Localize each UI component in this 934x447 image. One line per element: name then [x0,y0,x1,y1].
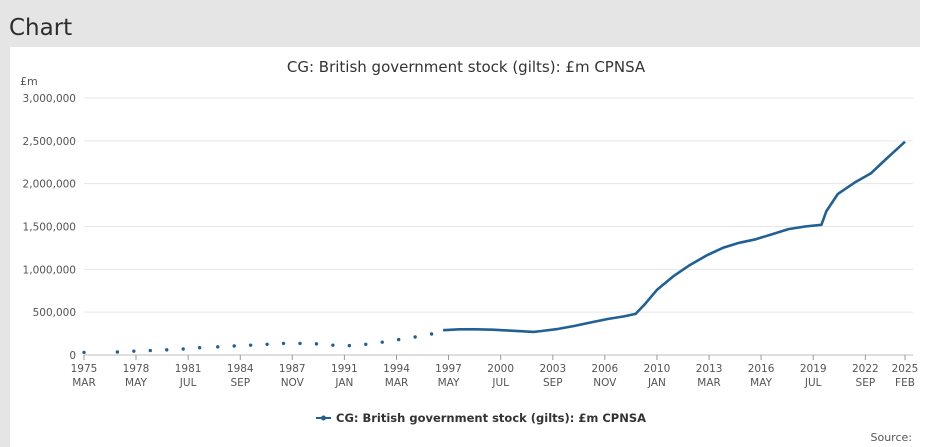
x-tick-year-label: 2006 [591,363,618,375]
x-tick-year-label: 1975 [71,363,98,375]
left-gutter [0,47,10,447]
data-point [281,341,286,346]
data-point [248,343,253,347]
series-layer [82,140,906,355]
x-tick-month-label: FEB [895,377,915,389]
data-point [347,343,352,348]
y-tick-label: 0 [69,350,76,362]
legend-swatch-marker [321,415,326,421]
y-tick-label: 3,000,000 [23,93,76,105]
x-tick-month-label: MAY [125,377,147,389]
chart-title: CG: British government stock (gilts): £m… [287,58,646,76]
data-point [314,342,319,346]
data-point [165,348,169,352]
data-point [298,341,302,346]
x-tick-month-label: MAR [385,377,409,389]
header-band [0,0,920,47]
data-point [331,343,335,347]
x-tick-year-label: 1984 [227,363,254,375]
x-tick-year-label: 2000 [487,363,514,375]
x-tick-month-label: NOV [281,377,305,389]
x-tick-month-label: SEP [856,377,876,389]
page-heading: Chart [9,15,73,41]
data-point [429,332,434,336]
x-tick-month-label: JAN [334,377,353,389]
data-point [181,347,185,351]
x-tick-month-label: SEP [230,377,250,389]
x-tick-year-label: 2013 [696,363,723,375]
gridlines [84,97,913,356]
x-tick-month-label: MAY [750,377,772,389]
x-tick-month-label: JAN [647,377,666,389]
data-point [413,335,417,339]
legend-label: CG: British government stock (gilts): £m… [336,411,646,425]
data-point [216,345,220,349]
x-tick-month-label: SEP [543,377,563,389]
y-tick-label: 2,500,000 [23,136,76,148]
x-tick-year-label: 2016 [748,363,775,375]
data-point [380,340,384,344]
y-tick-label: 500,000 [33,307,76,319]
x-tick-month-label: NOV [593,377,617,389]
chart-panel: CG: British government stock (gilts): £m… [10,47,920,447]
data-point [148,348,152,353]
x-tick-year-label: 1978 [123,363,150,375]
x-tick-year-label: 2010 [644,363,671,375]
x-tick-year-label: 1991 [331,363,358,375]
y-tick-label: 2,000,000 [23,179,76,191]
data-point [396,337,401,342]
x-tick-month-label: MAR [697,377,721,389]
legend[interactable]: CG: British government stock (gilts): £m… [316,411,646,425]
y-axis-unit: £m [20,75,38,88]
x-axis: 1975 MAR 1978 MAY 1981 JUL 1984 SEP 1987 NOV 1991 J… [71,355,919,389]
x-tick-year-label: 2025 [892,363,919,375]
y-tick-label: 1,500,000 [23,222,76,234]
x-tick-year-label: 1987 [279,363,306,375]
x-tick-year-label: 2019 [800,363,827,375]
source-label: Source: [870,431,913,444]
data-point [132,349,136,353]
x-tick-year-label: 1981 [175,363,202,375]
x-tick-year-label: 2022 [852,363,879,375]
data-point [232,344,236,348]
x-tick-month-label: JUL [179,377,197,389]
x-tick-year-label: 1994 [383,363,410,375]
data-point [364,342,368,346]
data-point [115,350,120,354]
data-point [197,346,202,350]
data-point [265,342,269,346]
data-point [82,350,86,355]
series-line [443,140,906,334]
x-tick-month-label: MAY [438,377,460,389]
x-tick-month-label: JUL [491,377,509,389]
x-tick-year-label: 1997 [435,363,462,375]
x-tick-month-label: MAR [72,377,96,389]
x-tick-year-label: 2003 [539,363,566,375]
chart-svg: CG: British government stock (gilts): £m… [20,58,919,425]
y-axis: 0 500,000 1,000,000 1,500,000 2,000,000 2,500… [23,93,76,362]
y-tick-label: 1,000,000 [23,264,76,276]
x-tick-month-label: JUL [804,377,822,389]
